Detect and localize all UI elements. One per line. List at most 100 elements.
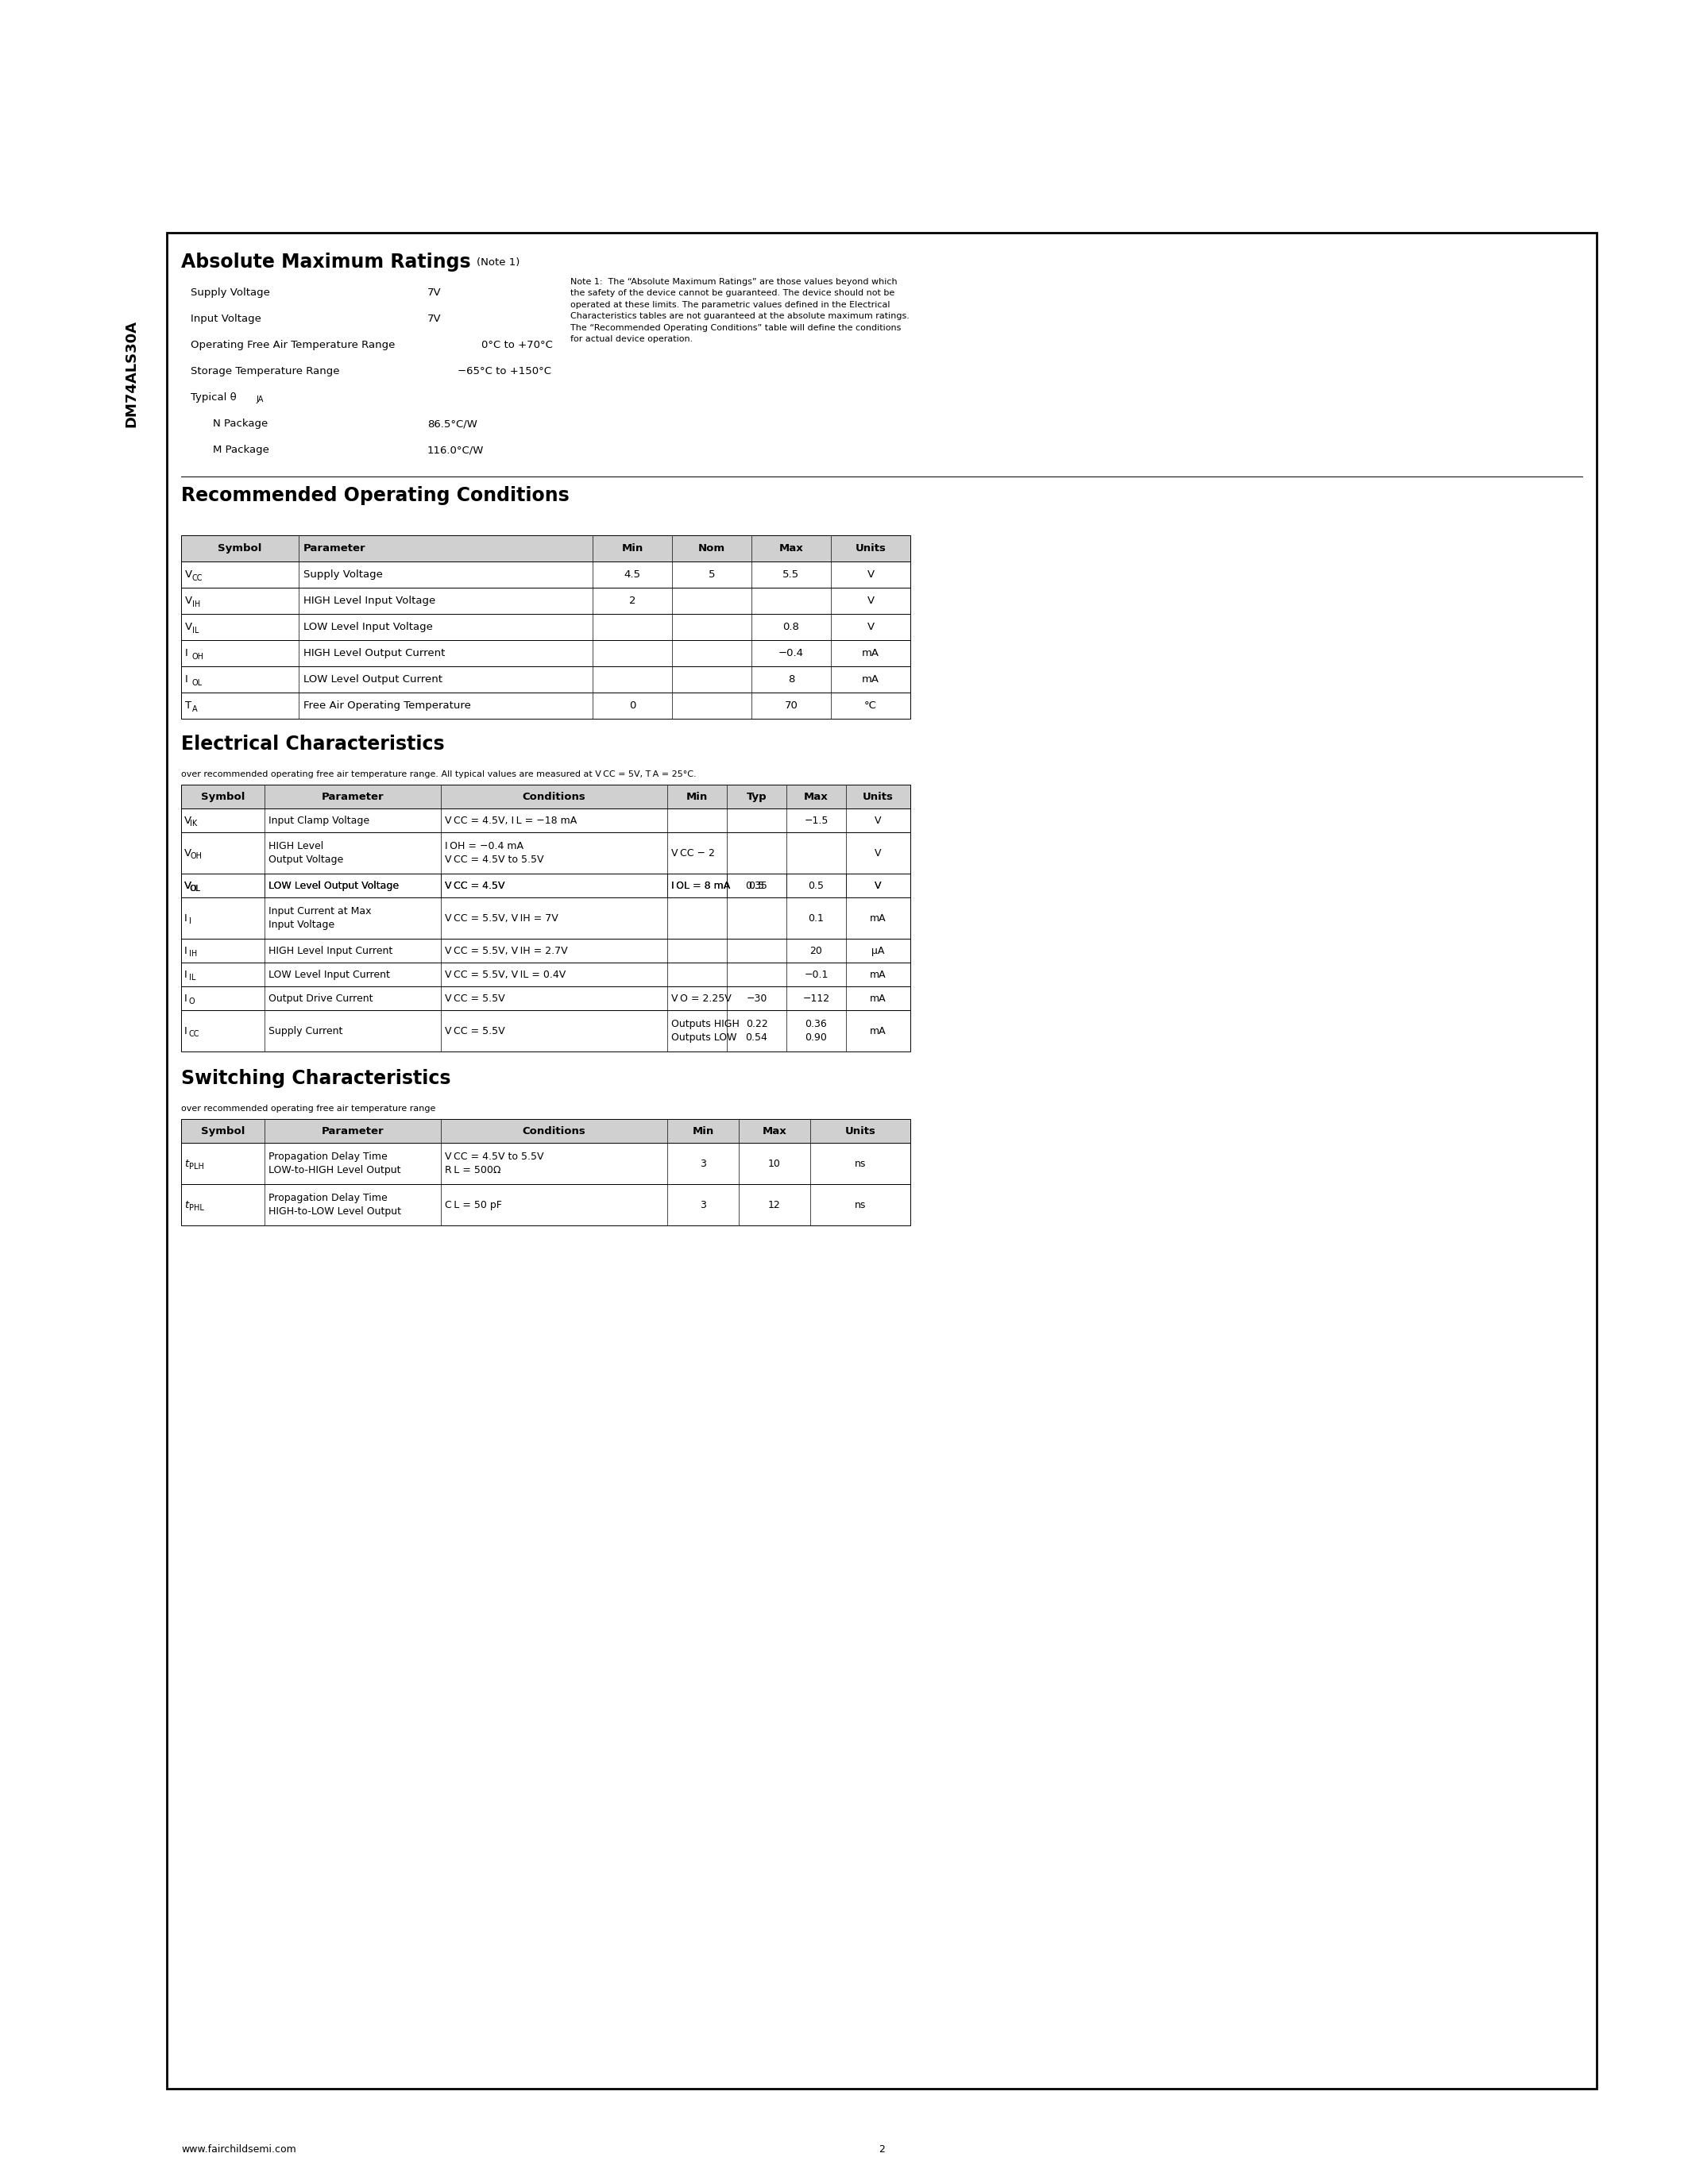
Text: I: I: [184, 1026, 187, 1035]
Text: V CC = 5.5V, V IL = 0.4V: V CC = 5.5V, V IL = 0.4V: [446, 970, 565, 981]
Text: V: V: [186, 570, 192, 579]
Text: Propagation Delay Time
HIGH-to-LOW Level Output: Propagation Delay Time HIGH-to-LOW Level…: [268, 1192, 402, 1216]
Text: −1.5: −1.5: [803, 815, 829, 826]
Text: 0.22
0.54: 0.22 0.54: [746, 1020, 768, 1042]
Text: OL: OL: [191, 885, 201, 893]
Text: I: I: [189, 917, 191, 926]
Text: Symbol: Symbol: [218, 544, 262, 553]
Text: Typ: Typ: [746, 791, 766, 802]
Text: C L = 50 pF: C L = 50 pF: [446, 1199, 501, 1210]
Text: LOW Level Output Voltage: LOW Level Output Voltage: [268, 880, 398, 891]
Text: Units: Units: [856, 544, 886, 553]
Text: Supply Current: Supply Current: [268, 1026, 343, 1035]
Bar: [181, 874, 910, 898]
Text: IL: IL: [192, 627, 199, 633]
Text: °C: °C: [864, 701, 878, 710]
Text: 70: 70: [785, 701, 798, 710]
Text: HIGH Level Input Current: HIGH Level Input Current: [268, 946, 393, 957]
Text: I OH = −0.4 mA
V CC = 4.5V to 5.5V: I OH = −0.4 mA V CC = 4.5V to 5.5V: [446, 841, 544, 865]
Text: LOW Level Output Voltage: LOW Level Output Voltage: [268, 880, 398, 891]
Text: Free Air Operating Temperature: Free Air Operating Temperature: [304, 701, 471, 710]
Bar: [181, 963, 910, 987]
Bar: [181, 939, 910, 963]
Text: Max: Max: [778, 544, 803, 553]
Text: 0.5: 0.5: [809, 880, 824, 891]
Text: OH: OH: [191, 653, 203, 660]
Text: mA: mA: [869, 994, 886, 1002]
Text: Absolute Maximum Ratings: Absolute Maximum Ratings: [181, 253, 471, 271]
Text: V: V: [184, 880, 191, 891]
Text: HIGH Level
Output Voltage: HIGH Level Output Voltage: [268, 841, 343, 865]
Text: −0.1: −0.1: [803, 970, 829, 981]
Text: V CC − 2: V CC − 2: [672, 847, 714, 858]
Text: Propagation Delay Time
LOW-to-HIGH Level Output: Propagation Delay Time LOW-to-HIGH Level…: [268, 1151, 400, 1175]
Text: Units: Units: [863, 791, 893, 802]
Text: Input Voltage: Input Voltage: [191, 314, 262, 323]
Text: (Note 1): (Note 1): [476, 258, 520, 269]
Text: PLH: PLH: [189, 1162, 204, 1171]
Text: mA: mA: [869, 970, 886, 981]
Text: IL: IL: [189, 974, 196, 981]
Bar: [181, 587, 910, 614]
Text: LOW Level Output Current: LOW Level Output Current: [304, 675, 442, 684]
Text: Min: Min: [692, 1125, 714, 1136]
Bar: [181, 832, 910, 874]
Text: HIGH Level Output Current: HIGH Level Output Current: [304, 649, 446, 657]
Text: Parameter: Parameter: [304, 544, 366, 553]
Text: Conditions: Conditions: [522, 791, 586, 802]
Bar: [181, 535, 910, 561]
Text: OL: OL: [191, 679, 203, 686]
Text: 116.0°C/W: 116.0°C/W: [427, 446, 484, 454]
Text: Recommended Operating Conditions: Recommended Operating Conditions: [181, 487, 569, 505]
Bar: [181, 808, 910, 832]
Text: IK: IK: [189, 819, 197, 828]
Text: 12: 12: [768, 1199, 782, 1210]
Text: μA: μA: [871, 946, 885, 957]
Text: Max: Max: [763, 1125, 787, 1136]
Text: I OL = 8 mA: I OL = 8 mA: [672, 880, 731, 891]
Text: Electrical Characteristics: Electrical Characteristics: [181, 734, 444, 753]
Text: V: V: [184, 847, 191, 858]
Bar: [181, 1118, 910, 1142]
Text: I OL = 8 mA: I OL = 8 mA: [672, 880, 731, 891]
Text: A: A: [192, 705, 197, 712]
Text: V CC = 4.5V to 5.5V
R L = 500Ω: V CC = 4.5V to 5.5V R L = 500Ω: [446, 1151, 544, 1175]
Text: IH: IH: [189, 950, 197, 959]
Text: 5: 5: [709, 570, 716, 579]
Text: 0.1: 0.1: [809, 913, 824, 924]
Text: V: V: [868, 622, 874, 631]
Text: Input Clamp Voltage: Input Clamp Voltage: [268, 815, 370, 826]
Text: 20: 20: [810, 946, 822, 957]
Bar: [181, 666, 910, 692]
Text: 0.8: 0.8: [783, 622, 800, 631]
Text: V CC = 4.5V: V CC = 4.5V: [446, 880, 505, 891]
Bar: [181, 784, 910, 808]
Text: Input Current at Max
Input Voltage: Input Current at Max Input Voltage: [268, 906, 371, 930]
Text: V CC = 5.5V: V CC = 5.5V: [446, 1026, 505, 1035]
Text: I: I: [186, 649, 187, 657]
Text: V CC = 4.5V: V CC = 4.5V: [446, 880, 505, 891]
Text: mA: mA: [863, 675, 879, 684]
Text: −65°C to +150°C: −65°C to +150°C: [457, 367, 552, 376]
Text: V CC = 4.5V, I L = −18 mA: V CC = 4.5V, I L = −18 mA: [446, 815, 577, 826]
Text: O: O: [189, 998, 196, 1005]
Text: CC: CC: [192, 574, 203, 581]
Text: Nom: Nom: [699, 544, 726, 553]
Text: OH: OH: [191, 852, 203, 860]
Text: N Package: N Package: [213, 419, 268, 428]
Bar: [181, 1011, 910, 1051]
Text: −112: −112: [803, 994, 830, 1002]
Text: Storage Temperature Range: Storage Temperature Range: [191, 367, 339, 376]
Text: Max: Max: [803, 791, 829, 802]
Text: Output Drive Current: Output Drive Current: [268, 994, 373, 1002]
Text: ns: ns: [854, 1199, 866, 1210]
Text: OL: OL: [189, 885, 199, 893]
Text: HIGH Level Input Voltage: HIGH Level Input Voltage: [304, 596, 436, 605]
Text: V: V: [184, 815, 191, 826]
Text: I: I: [184, 946, 187, 957]
Text: ns: ns: [854, 1158, 866, 1168]
Text: 0: 0: [630, 701, 636, 710]
Text: Typical θ: Typical θ: [191, 393, 236, 402]
Text: DM74ALS30A: DM74ALS30A: [123, 319, 138, 426]
Text: over recommended operating free air temperature range: over recommended operating free air temp…: [181, 1105, 436, 1112]
